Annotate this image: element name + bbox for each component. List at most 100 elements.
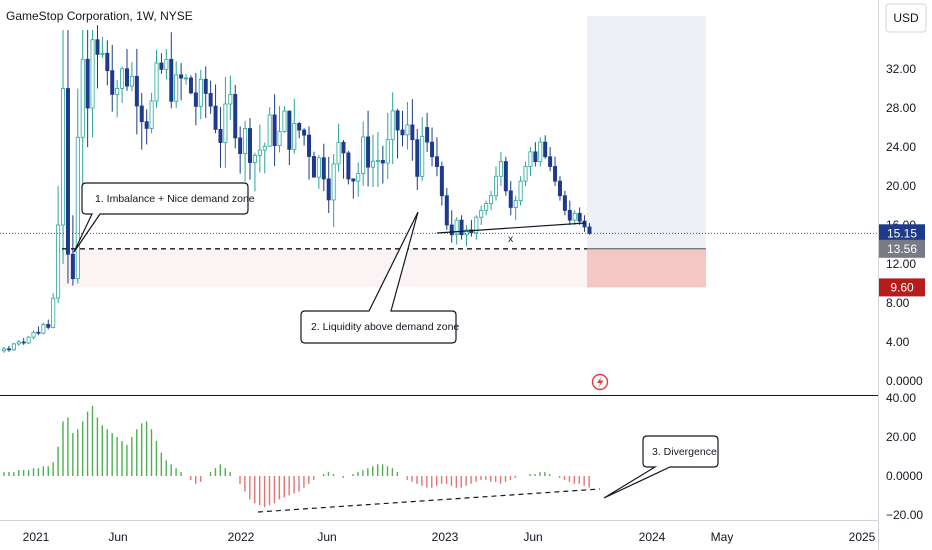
price-tick-label: 12.00: [886, 257, 916, 271]
price-tick-label: 28.00: [886, 101, 916, 115]
candle-body: [425, 127, 430, 143]
candle-body: [110, 70, 115, 95]
osc-tick-label: 40.00: [886, 391, 916, 405]
candle-body: [272, 114, 277, 147]
candle-body: [95, 39, 100, 55]
time-tick-label: 2024: [639, 530, 666, 544]
price-tick-label: 32.00: [886, 62, 916, 76]
candle-body: [257, 149, 262, 156]
candle-body: [356, 173, 361, 182]
candle-body: [115, 87, 120, 95]
candle-body: [85, 58, 90, 109]
oscillator-axis[interactable]: 40.00 20.00 0.0000 −20.00: [886, 391, 923, 522]
candle-body: [90, 39, 95, 109]
candles-layer: [2, 25, 592, 353]
candle-body: [198, 78, 203, 107]
candle-body: [247, 128, 252, 163]
oscillator-layer: [3, 405, 590, 508]
candle-body: [134, 75, 139, 107]
candle-body: [233, 93, 238, 139]
candle-body: [252, 154, 257, 163]
candle-body: [100, 52, 105, 55]
osc-tick-label: 20.00: [886, 430, 916, 444]
demand-zone: [62, 248, 587, 288]
candle-body: [262, 145, 267, 151]
candle-body: [218, 128, 223, 144]
candle-body: [336, 141, 341, 165]
candle-body: [311, 156, 316, 178]
candle-body: [169, 58, 174, 102]
candle-body: [366, 136, 371, 168]
candle-body: [553, 166, 558, 182]
candle-body: [193, 92, 198, 107]
candle-body: [420, 135, 425, 177]
candle-body: [484, 203, 489, 211]
candle-body: [164, 58, 169, 70]
candle-body: [361, 136, 366, 174]
callout-3-box: [603, 435, 719, 499]
candle-body: [302, 129, 307, 136]
divergence-line: [257, 488, 601, 513]
candle-body: [184, 77, 189, 80]
candle-body: [439, 166, 444, 197]
time-tick-label: Jun: [317, 530, 336, 544]
candle-body: [538, 141, 543, 163]
candle-body: [65, 88, 70, 255]
candle-body: [543, 141, 548, 158]
candle-body: [503, 161, 508, 192]
candle-body: [370, 160, 375, 168]
x-mark: x: [508, 233, 514, 245]
candle-body: [21, 341, 26, 344]
lightning-icon[interactable]: [591, 373, 609, 391]
price-badges: 15.153d 7h13.569.60: [879, 224, 925, 297]
candle-body: [331, 163, 336, 201]
candle-body: [464, 229, 469, 236]
candle-body: [208, 93, 213, 107]
candle-body: [149, 100, 154, 129]
candle-body: [454, 219, 459, 236]
candle-body: [351, 178, 356, 182]
candle-body: [179, 74, 184, 79]
osc-tick-label: −20.00: [886, 508, 923, 522]
candle-body: [70, 253, 75, 280]
candle-body: [410, 124, 415, 141]
callout-1-text: 1. Imbalance + Nice demand zone: [95, 193, 255, 205]
currency-box[interactable]: [885, 3, 927, 33]
candle-body: [129, 75, 134, 87]
candle-body: [46, 324, 51, 328]
candle-body: [56, 224, 61, 299]
candle-body: [11, 343, 16, 351]
candle-body: [385, 139, 390, 164]
price-badge-label: 13.56: [887, 242, 917, 256]
candle-body: [321, 157, 326, 180]
candle-body: [390, 110, 395, 141]
candle-body: [562, 195, 567, 211]
candle-body: [287, 110, 292, 150]
chart-title[interactable]: GameStop Corporation, 1W, NYSE: [6, 9, 193, 23]
callout-2-text: 2. Liquidity above demand zone: [311, 321, 459, 333]
osc-tick-label: 0.0000: [886, 469, 923, 483]
candle-body: [587, 226, 592, 234]
candle-body: [174, 74, 179, 102]
candle-body: [282, 110, 287, 132]
candle-body: [51, 297, 56, 328]
candle-body: [449, 224, 454, 236]
callout-3-text: 3. Divergence: [652, 446, 717, 458]
candle-body: [395, 110, 400, 131]
candle-body: [479, 209, 484, 218]
candle-body: [557, 180, 562, 197]
candle-body: [508, 190, 513, 208]
candle-body: [292, 123, 297, 150]
candle-body: [400, 129, 405, 136]
candle-body: [341, 141, 346, 154]
candle-body: [582, 220, 587, 228]
time-tick-label: 2021: [23, 530, 50, 544]
candle-body: [41, 324, 46, 334]
candle-body: [16, 341, 21, 345]
candle-body: [577, 212, 582, 222]
price-tick-label: 8.00: [886, 296, 910, 310]
time-axis[interactable]: 2021 Jun 2022 Jun 2023 Jun 2024 May 2025: [23, 530, 876, 544]
candle-body: [326, 178, 331, 201]
price-badge: [879, 239, 925, 258]
